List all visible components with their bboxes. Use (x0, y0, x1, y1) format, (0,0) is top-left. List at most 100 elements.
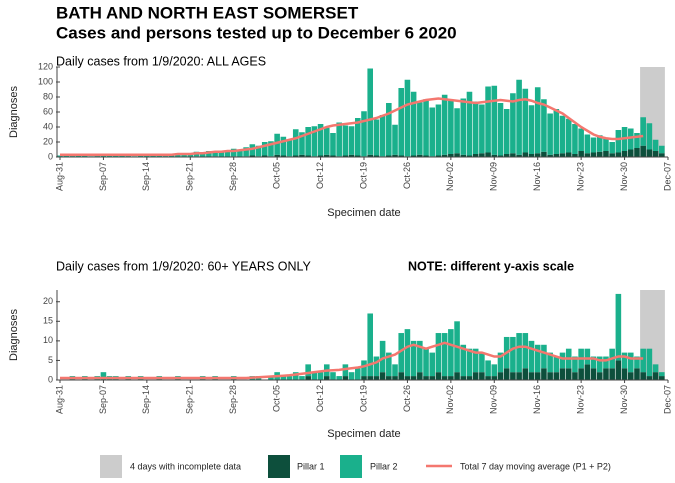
bar (534, 87, 541, 154)
bar (398, 372, 405, 380)
bar (522, 88, 529, 153)
bar (230, 148, 237, 157)
bar (330, 372, 336, 380)
bar (615, 360, 622, 380)
bar (565, 368, 572, 380)
chart-note: NOTE: different y-axis scale (408, 259, 574, 273)
bar (584, 134, 591, 154)
bar (516, 79, 522, 155)
bar (454, 372, 460, 380)
page-title: BATH AND NORTH EAST SOMERSET (56, 3, 359, 22)
bar (627, 149, 634, 157)
y-tick-label: 5 (48, 355, 53, 365)
bar (410, 340, 417, 377)
bar (317, 124, 324, 156)
legend-label: Total 7 day moving average (P1 + P2) (460, 461, 611, 471)
bar (379, 340, 386, 373)
y-tick-label: 100 (38, 76, 53, 86)
bar (491, 85, 498, 155)
bar (621, 368, 628, 380)
bar (615, 130, 622, 153)
bar (460, 154, 467, 157)
bar (429, 352, 436, 377)
x-tick-label: Sep-28 (228, 162, 238, 191)
bar (553, 109, 560, 154)
x-tick-label: Aug-31 (54, 162, 64, 191)
bar (454, 108, 460, 154)
page-subtitle: Cases and persons tested up to December … (56, 23, 457, 42)
legend-swatch (268, 455, 290, 478)
x-tick-label: Nov-23 (576, 162, 586, 191)
bar (609, 142, 615, 154)
bar (578, 151, 584, 157)
bar (652, 372, 659, 380)
bar (541, 344, 547, 369)
bar (534, 153, 541, 157)
bar (410, 91, 417, 156)
bar (398, 155, 405, 157)
x-tick-label: Oct-05 (272, 385, 282, 412)
bar (485, 86, 491, 153)
x-tick-label: Aug-31 (54, 385, 64, 414)
bar (386, 155, 392, 157)
bar (361, 360, 367, 377)
x-tick-label: Dec-07 (662, 162, 672, 191)
bar (330, 155, 336, 157)
bar (441, 333, 448, 377)
bar (417, 102, 423, 155)
bar (615, 152, 622, 157)
bar (435, 104, 442, 156)
bar (292, 129, 299, 156)
bar (497, 372, 504, 380)
legend-label: Pillar 1 (297, 461, 325, 471)
bar (423, 376, 429, 380)
bar (379, 372, 386, 380)
bar (603, 151, 609, 157)
y-tick-label: 15 (43, 316, 53, 326)
bar (261, 155, 268, 157)
bar (323, 376, 330, 380)
x-tick-label: Oct-19 (358, 385, 368, 412)
bar (522, 152, 529, 157)
x-tick-label: Oct-26 (402, 385, 412, 412)
bar (534, 372, 541, 380)
bar (479, 153, 485, 157)
bar (311, 372, 318, 380)
bar (181, 154, 187, 157)
x-tick-label: Nov-02 (445, 385, 455, 414)
bar (565, 118, 572, 153)
x-tick-label: Nov-16 (532, 162, 542, 191)
bar (274, 154, 280, 157)
bar (386, 376, 392, 380)
bar (404, 376, 411, 380)
bar (522, 333, 529, 369)
bar (547, 113, 553, 155)
chart-title: Daily cases from 1/9/2020: ALL AGES (56, 54, 266, 68)
bar (410, 376, 417, 380)
bar (497, 155, 504, 157)
bar (503, 368, 510, 380)
bar (528, 372, 535, 380)
bar (249, 155, 256, 157)
bar (373, 376, 380, 380)
bar (224, 150, 231, 157)
bar (659, 372, 665, 377)
bar (659, 145, 665, 154)
bar (553, 372, 560, 380)
bar (361, 111, 367, 157)
x-axis-label: Specimen date (327, 428, 400, 440)
bar (286, 376, 293, 380)
bar (305, 127, 311, 156)
y-tick-label: 120 (38, 61, 53, 71)
bar (609, 153, 615, 157)
bar (584, 364, 591, 380)
bar (466, 348, 473, 377)
bar (528, 154, 535, 157)
x-tick-label: Nov-09 (489, 162, 499, 191)
x-tick-label: Sep-21 (185, 385, 195, 414)
bar (113, 155, 119, 157)
bar (348, 154, 355, 157)
bar (268, 376, 274, 380)
bar (460, 98, 467, 155)
bar (590, 356, 597, 369)
